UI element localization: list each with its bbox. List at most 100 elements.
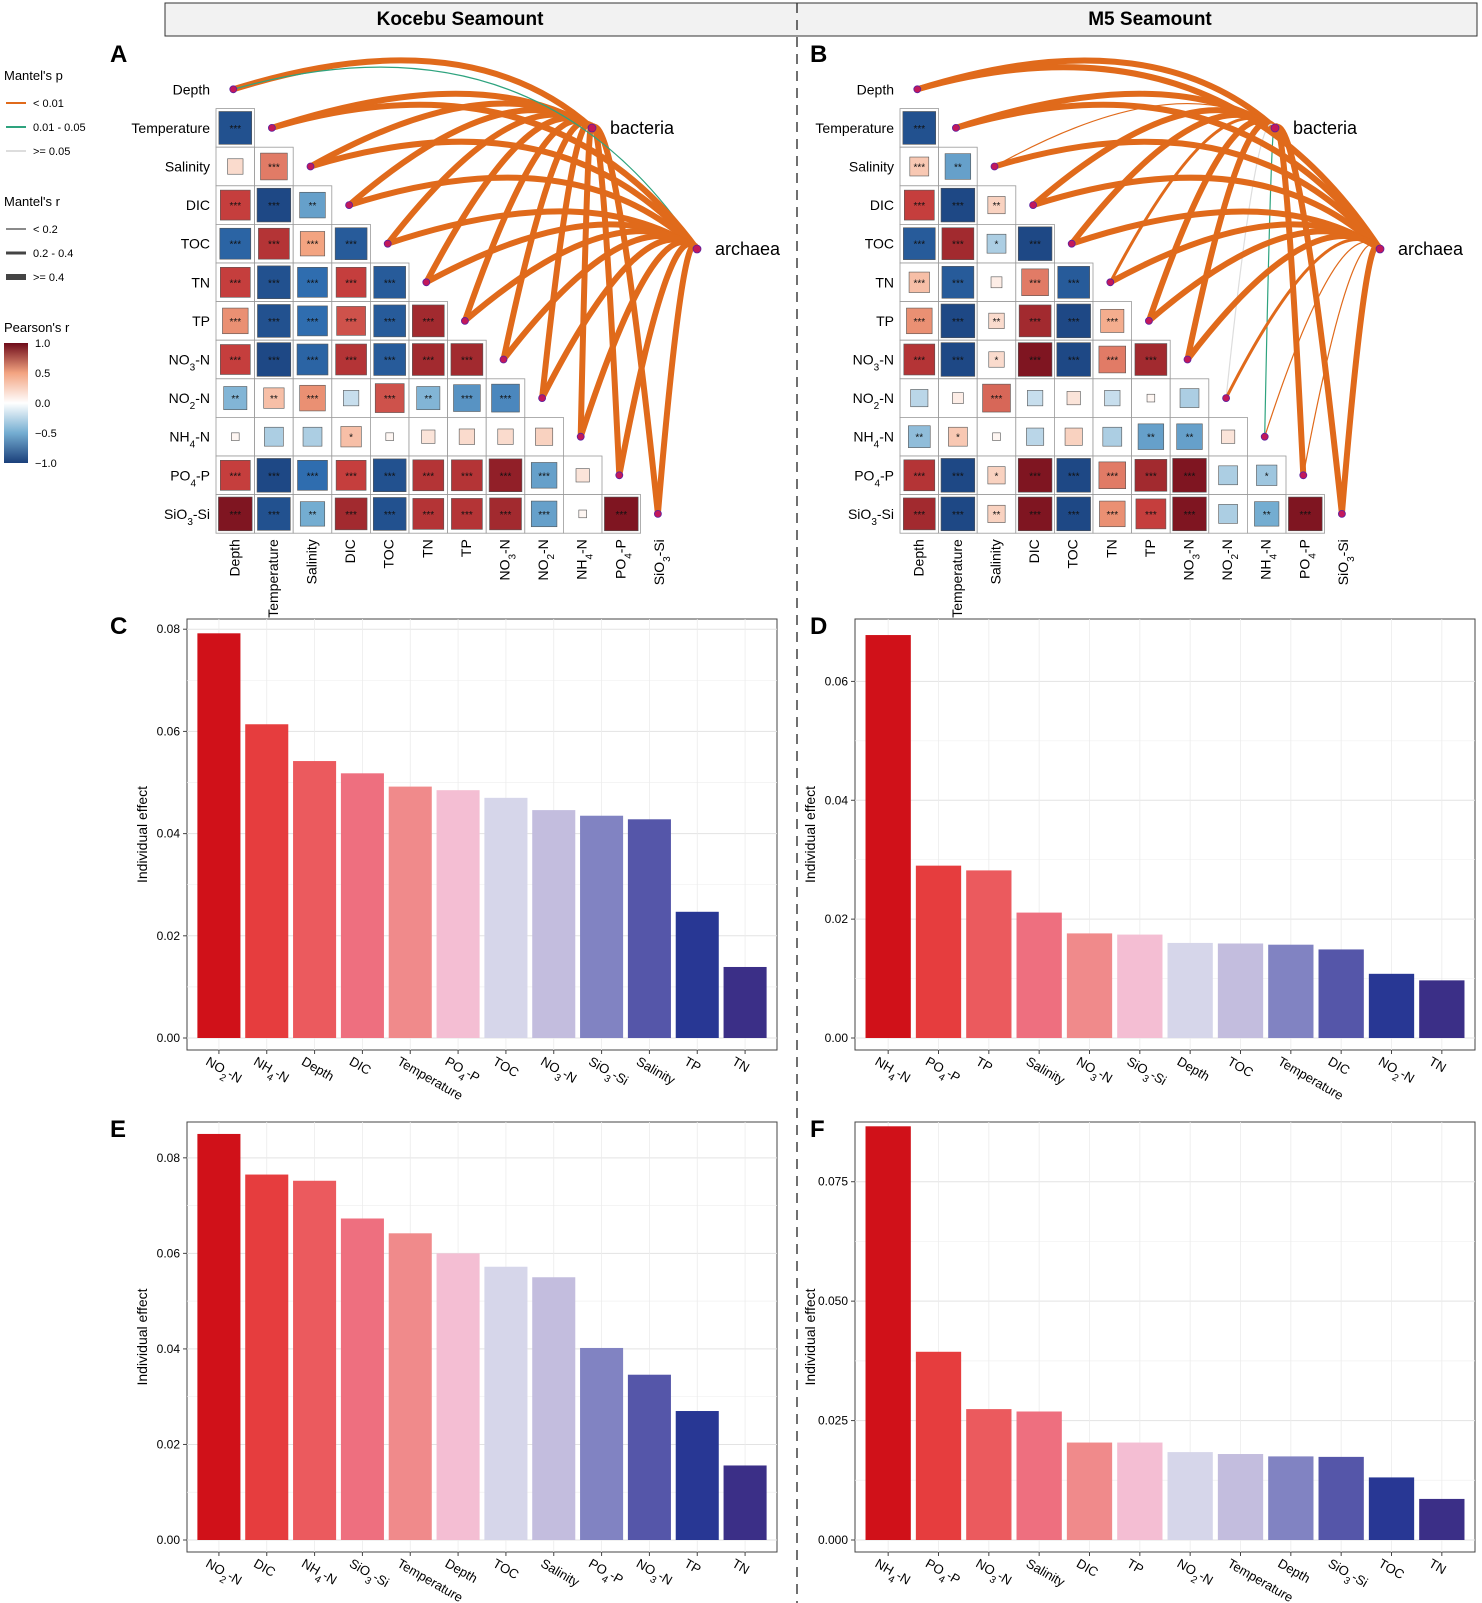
heat-cell bbox=[1056, 342, 1091, 377]
row-label-po4-p-base: PO bbox=[170, 467, 190, 483]
row-label-no3-n-sub: 3 bbox=[874, 362, 880, 373]
panel-e-bar-chart: E 0.00 0.02 0.04 0.06 0.08 NO2-N DIC NH4-N SiO3-S… bbox=[110, 1116, 778, 1603]
mantel-link-bacteria-depth bbox=[230, 57, 595, 131]
col-label-toc: TOC bbox=[381, 539, 397, 568]
heat-cell bbox=[256, 342, 292, 377]
heat-cell bbox=[385, 432, 394, 441]
y-tick-label: 0.00 bbox=[157, 1533, 181, 1547]
x-tick-label-tp-base: TP bbox=[973, 1054, 995, 1075]
row-label-po4-p: PO4-P bbox=[854, 467, 894, 489]
row-label-no3-n-sub: 3 bbox=[190, 362, 196, 373]
x-tick-label-tp-base: TP bbox=[682, 1054, 704, 1075]
heat-cell bbox=[941, 227, 975, 260]
heat-cell-significance: ** bbox=[993, 510, 1001, 521]
heat-cell-significance: *** bbox=[1068, 356, 1080, 367]
y-tick-label: 0.04 bbox=[825, 793, 849, 807]
bar-po4-p bbox=[915, 1351, 962, 1540]
var-node-sio3-si bbox=[654, 510, 662, 518]
bar-toc bbox=[1368, 1477, 1415, 1540]
heat-cell bbox=[336, 306, 366, 336]
x-tick-label-no2-n-sub: 2 bbox=[1390, 1072, 1401, 1085]
panel-c-letter: C bbox=[110, 613, 127, 640]
x-tick-label-sio3-si-rest: -Si bbox=[1148, 1067, 1169, 1088]
x-tick-label-no2-n-sub: 2 bbox=[218, 1072, 229, 1085]
x-tick-label-toc-base: TOC bbox=[1225, 1054, 1256, 1081]
heat-cell bbox=[1017, 458, 1053, 493]
heat-cell-significance: *** bbox=[1068, 471, 1080, 482]
mantel-link-archaea-sio3-si bbox=[1338, 242, 1383, 517]
heat-cell-significance: *** bbox=[952, 317, 964, 328]
y-tick-label: 0.00 bbox=[157, 1031, 181, 1045]
mantel-link-bacteria-no3-n bbox=[1184, 119, 1278, 363]
y-tick-label: 0.04 bbox=[157, 827, 181, 841]
var-node-temperature bbox=[267, 124, 276, 132]
col-label-nh4-n-rest: -N bbox=[574, 539, 590, 554]
heat-cell-significance: *** bbox=[1068, 317, 1080, 328]
x-tick-label-sio3-si-rest: -Si bbox=[610, 1067, 631, 1088]
y-tick-label: 0.025 bbox=[818, 1414, 848, 1428]
row-label-nh4-n-sub: 4 bbox=[874, 439, 880, 450]
x-tick-label-depth: Depth bbox=[1275, 1556, 1313, 1586]
row-label-tn-base: TN bbox=[191, 274, 210, 290]
heat-cell bbox=[941, 266, 975, 299]
heat-cell bbox=[340, 426, 362, 448]
heat-cell bbox=[535, 427, 554, 446]
row-label-nh4-n: NH4-N bbox=[853, 429, 894, 451]
var-node-nh4-n bbox=[1260, 432, 1269, 441]
col-label-sio3-si-base: SiO bbox=[1335, 562, 1351, 585]
row-label-sio3-si-base: SiO bbox=[848, 506, 871, 522]
heat-cell-significance: *** bbox=[1145, 471, 1157, 482]
heat-cell-significance: *** bbox=[307, 317, 319, 328]
col-label-po4-p: PO4-P bbox=[1296, 539, 1318, 579]
y-tick-label: 0.02 bbox=[157, 929, 181, 943]
bar-depth bbox=[1167, 942, 1213, 1038]
heat-cell bbox=[1017, 342, 1053, 377]
col-label-sio3-si-sub: 3 bbox=[661, 556, 672, 562]
heat-cell bbox=[451, 498, 483, 530]
row-label-po4-p-sub: 4 bbox=[190, 478, 196, 489]
heat-cell-significance: *** bbox=[500, 510, 512, 521]
x-tick-label-depth-base: Depth bbox=[1175, 1054, 1213, 1084]
heat-cell-significance: *** bbox=[307, 240, 319, 251]
heat-cell bbox=[223, 386, 248, 411]
heat-cell-significance: ** bbox=[424, 394, 432, 405]
x-tick-label-tp-base: TP bbox=[1124, 1556, 1146, 1577]
row-label-depth: Depth bbox=[857, 81, 894, 97]
row-label-tn: TN bbox=[875, 274, 894, 290]
heat-cell bbox=[908, 425, 931, 448]
row-label-temperature-base: Temperature bbox=[815, 120, 894, 136]
heat-cell-significance: *** bbox=[268, 317, 280, 328]
x-tick-label-toc-base: TOC bbox=[490, 1556, 521, 1583]
col-label-dic: DIC bbox=[1026, 539, 1042, 563]
col-label-sio3-si-sub: 3 bbox=[1345, 556, 1356, 562]
heat-cell bbox=[412, 459, 445, 492]
hub-label-bacteria: bacteria bbox=[1293, 118, 1358, 138]
col-label-temperature-base: Temperature bbox=[949, 539, 965, 618]
x-tick-label-sio3-si: SiO3-Si bbox=[1323, 1556, 1371, 1595]
heat-cell bbox=[219, 227, 252, 260]
heat-cell-significance: *** bbox=[229, 201, 241, 212]
heat-cell-significance: ** bbox=[309, 201, 317, 212]
heat-cell-significance: *** bbox=[229, 356, 241, 367]
x-tick-label-salinity-base: Salinity bbox=[538, 1556, 582, 1590]
col-label-tp-base: TP bbox=[458, 539, 474, 557]
heat-cell bbox=[1056, 458, 1091, 493]
y-tick-label: 0.00 bbox=[825, 1031, 849, 1045]
heat-cell-significance: *** bbox=[913, 240, 925, 251]
y-tick-label: 0.06 bbox=[157, 1246, 181, 1260]
panel-f-letter: F bbox=[810, 1116, 825, 1143]
bar-dic bbox=[245, 1174, 289, 1540]
x-tick-label-nh4-n-sub: 4 bbox=[265, 1071, 276, 1084]
row-label-tn: TN bbox=[191, 274, 210, 290]
bar-temperature bbox=[388, 1233, 432, 1540]
x-tick-label-no3-n-sub: 3 bbox=[987, 1574, 998, 1587]
x-tick-label-tp: TP bbox=[682, 1556, 704, 1577]
x-tick-label-tn-base: TN bbox=[730, 1556, 753, 1578]
heat-cell bbox=[297, 460, 328, 491]
heat-cell bbox=[416, 386, 441, 411]
row-label-no2-n-rest: -N bbox=[879, 390, 894, 406]
x-tick-label-po4-p: PO4-P bbox=[583, 1556, 626, 1592]
heat-cell bbox=[1056, 496, 1091, 532]
x-tick-label-no2-n-rest: -N bbox=[1196, 1568, 1215, 1588]
bar-tn bbox=[723, 966, 767, 1038]
